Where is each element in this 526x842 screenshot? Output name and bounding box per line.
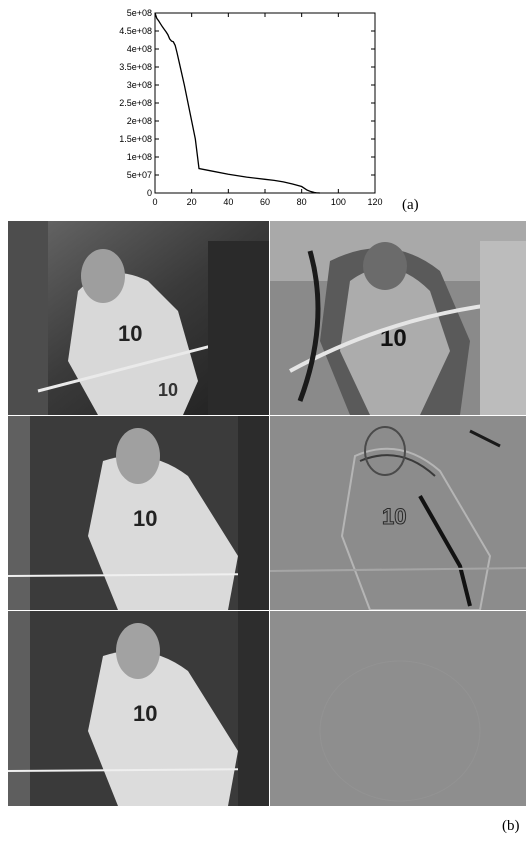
x-tick-label: 40: [223, 197, 233, 207]
y-tick-label: 4e+08: [127, 44, 152, 54]
svg-text:10: 10: [133, 701, 157, 726]
svg-text:10: 10: [158, 380, 178, 400]
panel-row3-left: 10: [8, 611, 269, 806]
panel-row1-left: 10 10: [8, 221, 269, 415]
svg-text:10: 10: [382, 504, 406, 529]
x-tick-label: 20: [187, 197, 197, 207]
panel-row1-right: 10: [270, 221, 526, 415]
panel-row2-right: 10: [270, 416, 526, 610]
x-tick-label: 120: [367, 197, 382, 207]
y-tick-label: 3e+08: [127, 80, 152, 90]
y-tick-label: 2e+08: [127, 116, 152, 126]
y-tick-label: 2.5e+08: [119, 98, 152, 108]
y-tick-label: 0: [147, 188, 152, 198]
svg-text:10: 10: [118, 321, 142, 346]
y-tick-label: 1e+08: [127, 152, 152, 162]
panel-row2-left: 10: [8, 416, 269, 610]
x-tick-label: 80: [297, 197, 307, 207]
y-tick-label: 4.5e+08: [119, 26, 152, 36]
x-tick-label: 100: [331, 197, 346, 207]
series-line-0: [154, 12, 321, 194]
svg-text:10: 10: [133, 506, 157, 531]
x-tick-label: 60: [260, 197, 270, 207]
chart-ticks: 0 20 40 60 80 100 120 0 5e+07 1e+08 1.5e+08 2e+08 2.…: [119, 8, 382, 207]
y-tick-label: 3.5e+08: [119, 62, 152, 72]
chart-series: [154, 12, 321, 194]
y-tick-label: 5e+08: [127, 8, 152, 18]
convergence-chart: 0 20 40 60 80 100 120 0 5e+07 1e+08 1.5e+08 2e+08 2.…: [119, 8, 382, 207]
subfigure-label-b: (b): [502, 818, 520, 834]
subfigure-label-a: (a): [402, 197, 419, 213]
x-tick-label: 0: [152, 197, 157, 207]
panel-row3-right: [270, 611, 526, 806]
y-tick-label: 1.5e+08: [119, 134, 152, 144]
y-tick-label: 5e+07: [127, 170, 152, 180]
